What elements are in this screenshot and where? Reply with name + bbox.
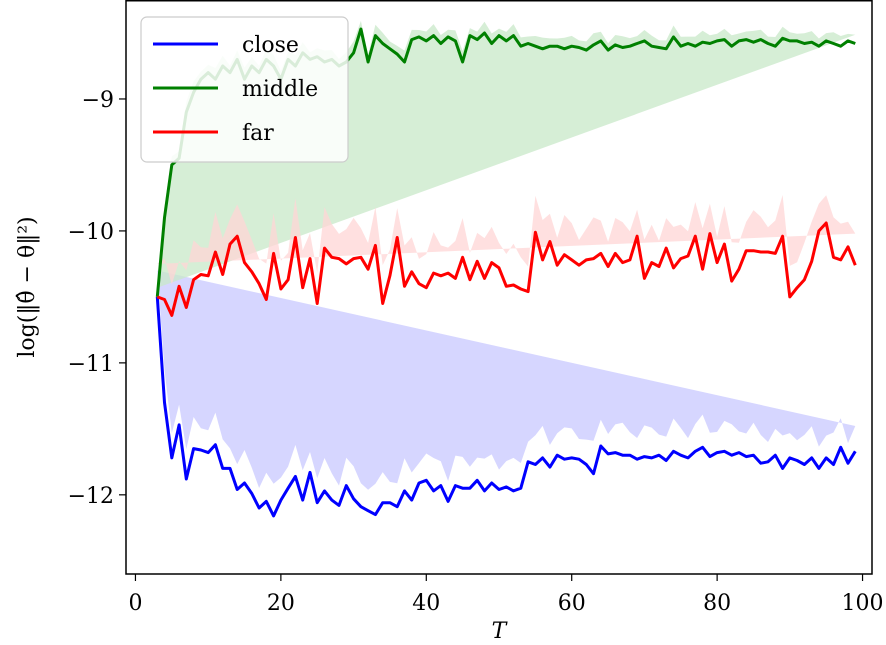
y-tick-label: −9 [82, 88, 114, 113]
x-axis-label: T [492, 619, 509, 644]
legend-label-middle: middle [242, 77, 318, 102]
x-tick-label: 100 [842, 591, 884, 616]
x-tick-label: 60 [558, 591, 586, 616]
y-tick-label: −11 [68, 352, 114, 377]
x-tick-label: 80 [703, 591, 731, 616]
y-axis-label: log(‖θ̂ − θ‖²) [15, 216, 40, 357]
legend: close middle far [140, 16, 349, 163]
y-tick-label: −12 [68, 484, 114, 509]
x-tick-label: 40 [412, 591, 440, 616]
legend-label-close: close [242, 33, 299, 58]
line-close [155, 296, 857, 518]
line-far [156, 221, 857, 317]
y-axis-ticks: −12 −11 −10 −9 [68, 88, 126, 509]
legend-label-far: far [242, 121, 274, 146]
x-axis-ticks: 0 20 40 60 80 100 [128, 574, 884, 616]
legend-box [140, 16, 349, 163]
y-tick-label: −10 [68, 220, 114, 245]
x-tick-label: 0 [128, 591, 142, 616]
plot-frame [125, 0, 873, 575]
x-tick-label: 20 [267, 591, 295, 616]
band-close [157, 270, 856, 490]
